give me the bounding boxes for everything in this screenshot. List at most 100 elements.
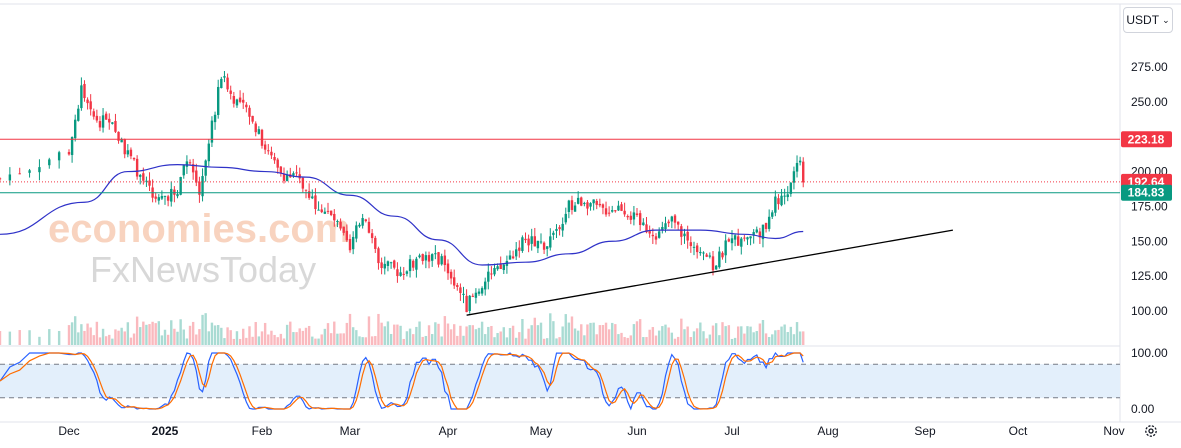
volume-bar — [18, 330, 21, 345]
volume-bar — [120, 327, 123, 345]
candle-body — [367, 221, 371, 233]
volume-bar — [282, 338, 286, 345]
stochastic-axis-ticks: 100.00 0.00 — [1131, 346, 1168, 416]
volume-bar — [449, 329, 453, 345]
volume-bar — [601, 325, 605, 345]
time-tick-label: Oct — [1009, 424, 1028, 438]
candle-body — [182, 165, 185, 176]
volume-bar — [179, 319, 182, 345]
volume-bar — [664, 324, 667, 345]
candle-body — [536, 240, 540, 249]
candle-body — [424, 255, 428, 261]
volume-bar — [242, 328, 245, 345]
candle-body — [173, 189, 176, 195]
volume-bar — [348, 313, 352, 345]
candle-body — [586, 202, 589, 209]
volume-bar — [263, 322, 267, 345]
candle-body — [86, 99, 89, 104]
volume-bar — [661, 326, 664, 345]
volume-bar — [686, 326, 689, 345]
candle-body — [702, 252, 705, 254]
volume-bar — [611, 322, 614, 345]
volume-bar — [789, 326, 793, 345]
candle-body — [783, 195, 786, 197]
price-badge-label: 223.18 — [1128, 132, 1165, 146]
candle-body — [552, 232, 555, 235]
volume-bar — [552, 321, 555, 345]
volume-bar — [767, 336, 771, 345]
volume-bar — [89, 327, 92, 345]
candle-body — [242, 99, 245, 103]
volume-bar — [440, 336, 443, 345]
candle-body — [326, 210, 330, 212]
currency-selector[interactable]: USDT ⌄ — [1123, 7, 1173, 33]
volume-bar — [595, 334, 598, 345]
candle-body — [437, 252, 440, 265]
volume-bar — [752, 332, 755, 345]
candle-body — [415, 258, 418, 270]
volume-bar — [188, 325, 192, 345]
volume-bar — [216, 325, 220, 345]
volume-bar — [505, 337, 509, 345]
volume-bar — [670, 332, 674, 345]
candle-body — [374, 237, 377, 249]
candle-body — [795, 162, 799, 172]
candle-body — [524, 238, 527, 241]
candle-body — [157, 197, 161, 201]
volume-bar — [456, 335, 459, 345]
volume-bar — [623, 337, 626, 345]
volume-bar — [755, 331, 758, 345]
candle-body — [314, 195, 317, 210]
price-tick-label: 150.00 — [1131, 234, 1168, 248]
candle-body — [689, 242, 693, 247]
volume-bar — [351, 327, 355, 345]
candle-body — [383, 263, 386, 269]
volume-bar — [558, 337, 561, 345]
candle-body — [412, 260, 415, 268]
candle-body — [170, 188, 173, 202]
volume-bar — [326, 323, 330, 345]
volume-bar — [792, 334, 796, 345]
candle-body — [148, 180, 151, 186]
candle-body — [405, 271, 409, 274]
candle-body — [714, 265, 718, 270]
volume-bar — [733, 337, 737, 345]
candle-body — [730, 238, 734, 244]
volume-bar — [699, 322, 702, 345]
price-badge-label: 184.83 — [1128, 186, 1165, 200]
time-tick-label: Nov — [1103, 424, 1124, 438]
volume-bar — [358, 336, 361, 345]
trendline[interactable] — [466, 229, 954, 316]
time-tick-label: Jul — [724, 424, 739, 438]
volume-bar — [642, 337, 645, 345]
stochastic-d-line — [0, 352, 804, 410]
volume-bar — [148, 324, 151, 345]
candle-body — [699, 251, 702, 254]
volume-bar — [117, 330, 120, 345]
candle-body — [443, 255, 447, 266]
candle-body — [201, 176, 204, 197]
candle-body — [320, 209, 323, 213]
volume-bar — [412, 334, 415, 345]
candle-body — [642, 222, 645, 226]
candle-body — [746, 237, 749, 240]
gear-icon[interactable] — [1139, 420, 1163, 442]
volume-bar — [355, 330, 358, 345]
volume-bar — [589, 322, 592, 345]
volume-bar — [289, 321, 292, 345]
volume-bar — [160, 335, 164, 345]
candle-body — [670, 216, 674, 222]
volume-bar — [421, 336, 424, 345]
volume-bar — [361, 337, 364, 345]
candle-body — [402, 273, 405, 275]
volume-bar — [101, 328, 105, 345]
candle-body — [421, 254, 424, 262]
candle-body — [771, 212, 774, 217]
volume-bar — [576, 330, 580, 345]
candle-body — [802, 161, 805, 183]
volume-bar — [783, 324, 786, 345]
candle-body — [101, 115, 105, 128]
volume-bar — [545, 338, 549, 345]
candle-body — [654, 236, 658, 240]
